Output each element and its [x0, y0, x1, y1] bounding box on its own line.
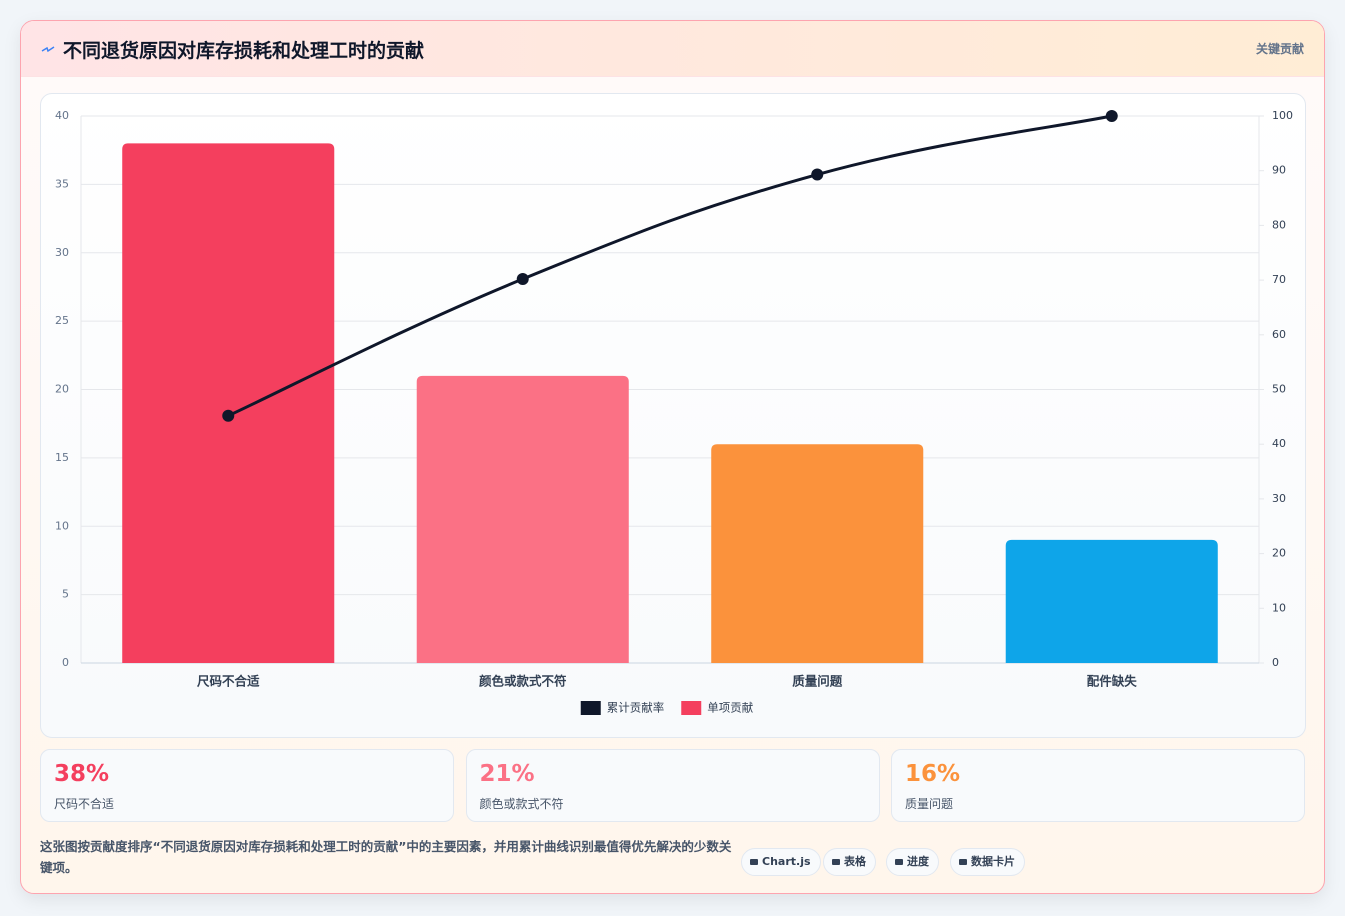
stat-label: 质量问题	[905, 797, 954, 811]
y2-tick-label: 40	[1272, 437, 1286, 450]
y-tick-label: 5	[62, 588, 69, 601]
y-tick-label: 30	[55, 246, 69, 259]
button[interactable]: Chart.js	[741, 848, 821, 876]
cumulative-line	[227, 114, 1113, 418]
chart: 0 5 10 15 20 25 30 35 40 0 10 20 30 40 50 60 70 80 90 100 尺码…	[55, 109, 1293, 715]
y2-tick-label: 30	[1272, 492, 1286, 505]
bar	[1005, 539, 1218, 663]
stat-label: 颜色或款式不符	[479, 797, 564, 811]
line-point	[222, 409, 235, 422]
y-tick-label: 35	[55, 177, 69, 190]
y2-tick-label: 90	[1272, 164, 1286, 177]
y2-tick-label: 0	[1272, 656, 1279, 669]
stat-card: 21% 颜色或款式不符	[465, 749, 880, 822]
header-icon	[41, 46, 55, 53]
x-tick-label: 颜色或款式不符	[479, 674, 567, 689]
button[interactable]: 进度	[886, 848, 939, 876]
stat-label: 尺码不合适	[54, 797, 115, 811]
bar	[711, 444, 924, 663]
button-label[interactable]: Chart.js	[762, 855, 811, 868]
line-point	[516, 273, 529, 286]
y2-tick-label: 60	[1272, 328, 1286, 341]
header-tag: 关键贡献	[1255, 42, 1304, 56]
line-point	[1105, 110, 1118, 122]
bar	[416, 375, 629, 663]
chart-panel: 0 5 10 15 20 25 30 35 40 0 10 20 30 40 50 60 70 80 90 100 尺码…	[40, 93, 1306, 738]
y2-tick-label: 10	[1272, 601, 1286, 614]
button-label[interactable]: 表格	[844, 855, 866, 868]
y-tick-label: 0	[62, 656, 69, 669]
button-label[interactable]: 进度	[907, 855, 929, 868]
stat-card: 16% 质量问题	[891, 749, 1305, 822]
legend-swatch	[681, 701, 702, 715]
stat-value: 21%	[479, 761, 535, 787]
stat-value: 38%	[54, 761, 110, 787]
bar	[122, 143, 335, 664]
button-label[interactable]: 数据卡片	[971, 855, 1015, 868]
button[interactable]: 表格	[823, 848, 876, 876]
y-tick-label: 15	[55, 451, 69, 464]
x-tick-label: 质量问题	[792, 674, 843, 689]
y-tick-label: 10	[55, 519, 69, 532]
legend-label: 单项贡献	[707, 701, 753, 715]
legend-swatch	[580, 701, 601, 715]
y2-tick-label: 50	[1272, 383, 1286, 396]
button[interactable]: 数据卡片	[950, 848, 1025, 876]
legend-label: 累计贡献率	[607, 701, 665, 715]
stat-value: 16%	[905, 761, 961, 787]
line-point	[811, 168, 824, 181]
card-header: 不同退货原因对库存损耗和处理工时的贡献 关键贡献	[21, 21, 1324, 77]
y-tick-label: 20	[55, 383, 69, 396]
y-tick-label: 40	[55, 109, 69, 122]
card-title: 不同退货原因对库存损耗和处理工时的贡献	[63, 40, 425, 62]
y2-tick-label: 100	[1272, 109, 1293, 122]
x-tick-label: 配件缺失	[1087, 674, 1138, 689]
y2-tick-label: 80	[1272, 218, 1286, 231]
stat-card: 38% 尺码不合适	[40, 749, 454, 822]
x-tick-label: 尺码不合适	[197, 674, 260, 689]
y2-tick-label: 20	[1272, 547, 1286, 560]
y2-tick-label: 70	[1272, 273, 1286, 286]
y-tick-label: 25	[55, 314, 69, 327]
footer-note: 这张图按贡献度排序“不同退货原因对库存损耗和处理工时的贡献”中的主要因素，并用累…	[40, 839, 732, 875]
